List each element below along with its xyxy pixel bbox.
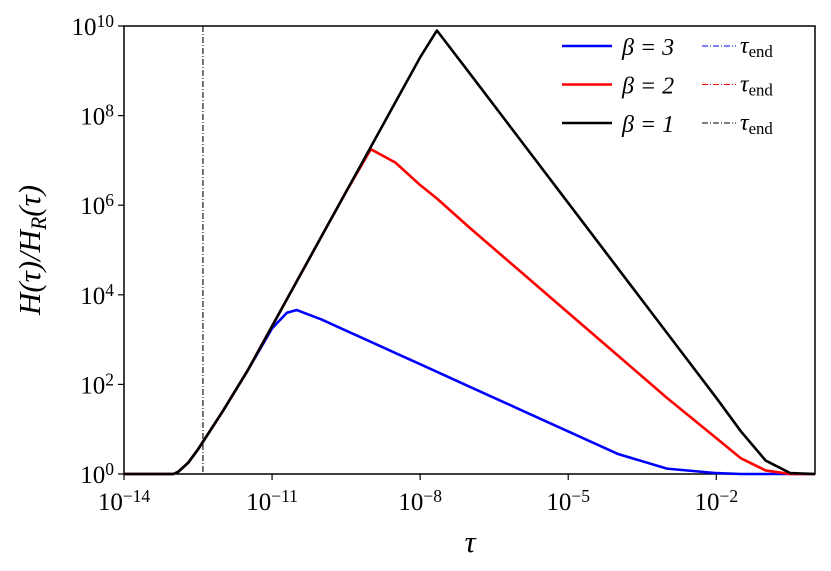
legend-label: τend: [740, 33, 773, 61]
y-tick-label: 100: [80, 459, 114, 489]
legend-label: β = 2: [621, 74, 674, 100]
x-axis-label: τ: [464, 524, 477, 559]
plot-area: [124, 26, 816, 476]
legend-label: τend: [740, 72, 773, 100]
x-tick-label: 10−14: [98, 486, 151, 516]
y-tick-label: 108: [80, 101, 114, 131]
x-tick-label: 10−11: [246, 486, 298, 516]
y-tick-label: 104: [80, 280, 114, 310]
y-tick-label: 106: [80, 190, 114, 220]
legend-label: β = 1: [621, 112, 674, 138]
series-line: [124, 147, 815, 476]
y-tick-label: 102: [80, 369, 114, 399]
legend-label: β = 3: [621, 35, 674, 61]
y-axis-label: H(τ)/HR(τ): [12, 185, 51, 316]
series-line: [124, 29, 816, 476]
y-tick-label: 1010: [72, 11, 115, 41]
x-tick-label: 10−8: [398, 486, 442, 516]
legend-label: τend: [740, 110, 773, 138]
x-tick-label: 10−5: [546, 486, 590, 516]
x-tick-label: 10−2: [694, 486, 738, 516]
plot-frame: [123, 25, 816, 475]
